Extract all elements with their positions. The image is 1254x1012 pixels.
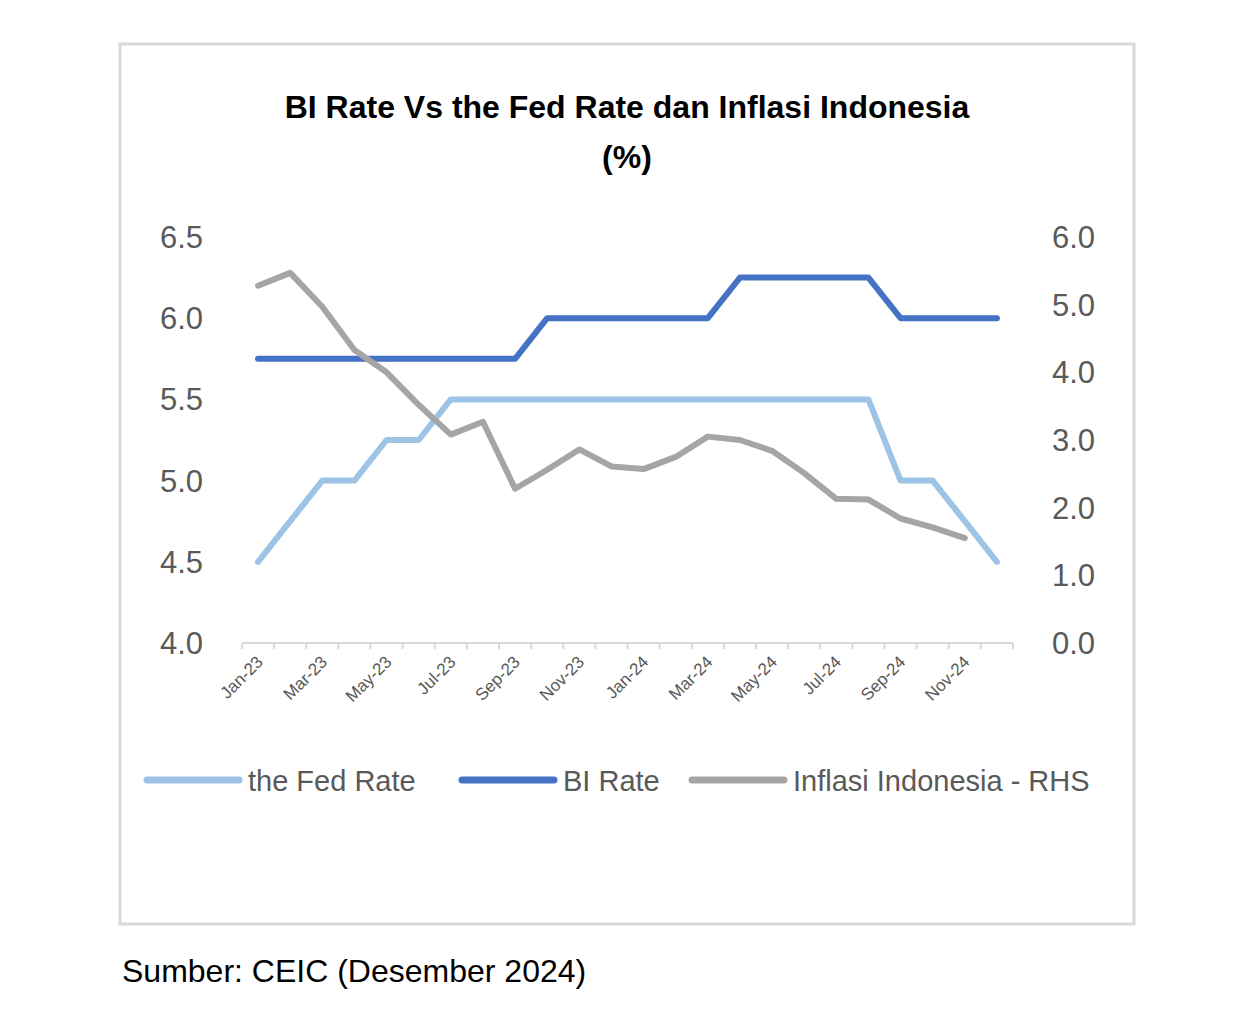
plot-area — [258, 273, 997, 562]
x-tick — [948, 643, 950, 649]
y2-tick-label: 3.0 — [1052, 423, 1095, 458]
x-tick — [627, 643, 629, 649]
series-line — [258, 399, 997, 561]
x-tick — [402, 643, 404, 649]
x-tick-label: Jul-24 — [799, 652, 845, 698]
x-tick-label: May-23 — [342, 652, 396, 706]
x-tick — [787, 643, 789, 649]
x-tick — [370, 643, 372, 649]
x-tick — [530, 643, 532, 649]
chart: BI Rate Vs the Fed Rate dan Inflasi Indo… — [0, 0, 1254, 1012]
x-tick-label: Mar-23 — [280, 652, 332, 704]
x-tick — [273, 643, 275, 649]
y-tick-label: 6.0 — [160, 301, 203, 336]
y-tick-label: 5.5 — [160, 382, 203, 417]
series-line — [258, 273, 965, 538]
x-tick-label: Jul-23 — [413, 652, 459, 698]
legend-label: BI Rate — [563, 765, 660, 797]
chart-frame — [120, 44, 1134, 924]
x-tick-label: Nov-23 — [536, 652, 588, 704]
x-tick — [659, 643, 661, 649]
legend-label: Inflasi Indonesia - RHS — [793, 765, 1090, 797]
x-tick — [337, 643, 339, 649]
x-tick — [916, 643, 918, 649]
y-tick-label: 4.0 — [160, 626, 203, 661]
x-tick-label: Jan-24 — [602, 652, 652, 702]
x-tick — [434, 643, 436, 649]
x-tick — [723, 643, 725, 649]
y2-tick-label: 6.0 — [1052, 220, 1095, 255]
legend-label: the Fed Rate — [248, 765, 416, 797]
x-tick — [241, 643, 243, 649]
y2-tick-label: 2.0 — [1052, 491, 1095, 526]
x-tick — [691, 643, 693, 649]
x-tick — [851, 643, 853, 649]
y2-tick-label: 5.0 — [1052, 288, 1095, 323]
x-tick-label: May-24 — [727, 652, 781, 706]
subtitle: (%) — [602, 139, 652, 175]
legend-swatch — [692, 777, 784, 784]
y-tick-label: 5.0 — [160, 464, 203, 499]
x-tick — [498, 643, 500, 649]
x-tick — [1012, 643, 1014, 649]
x-tick — [755, 643, 757, 649]
x-tick-label: Mar-24 — [665, 652, 717, 704]
y2-tick-label: 0.0 — [1052, 626, 1095, 661]
legend-swatch — [462, 777, 554, 784]
y2-tick-label: 1.0 — [1052, 558, 1095, 593]
title: BI Rate Vs the Fed Rate dan Inflasi Indo… — [285, 89, 970, 125]
x-tick-label: Sep-24 — [857, 652, 909, 704]
y2-tick-label: 4.0 — [1052, 355, 1095, 390]
y-tick-label: 4.5 — [160, 545, 203, 580]
x-tick — [594, 643, 596, 649]
x-tick — [884, 643, 886, 649]
x-tick — [305, 643, 307, 649]
x-tick-label: Sep-23 — [472, 652, 524, 704]
x-tick-label: Nov-24 — [921, 652, 973, 704]
x-tick — [562, 643, 564, 649]
x-tick — [819, 643, 821, 649]
x-tick — [980, 643, 982, 649]
x-tick — [466, 643, 468, 649]
series-line — [258, 278, 997, 359]
x-tick-label: Jan-23 — [217, 652, 267, 702]
y-tick-label: 6.5 — [160, 220, 203, 255]
legend-swatch — [147, 777, 239, 784]
source: Sumber: CEIC (Desember 2024) — [122, 953, 586, 989]
